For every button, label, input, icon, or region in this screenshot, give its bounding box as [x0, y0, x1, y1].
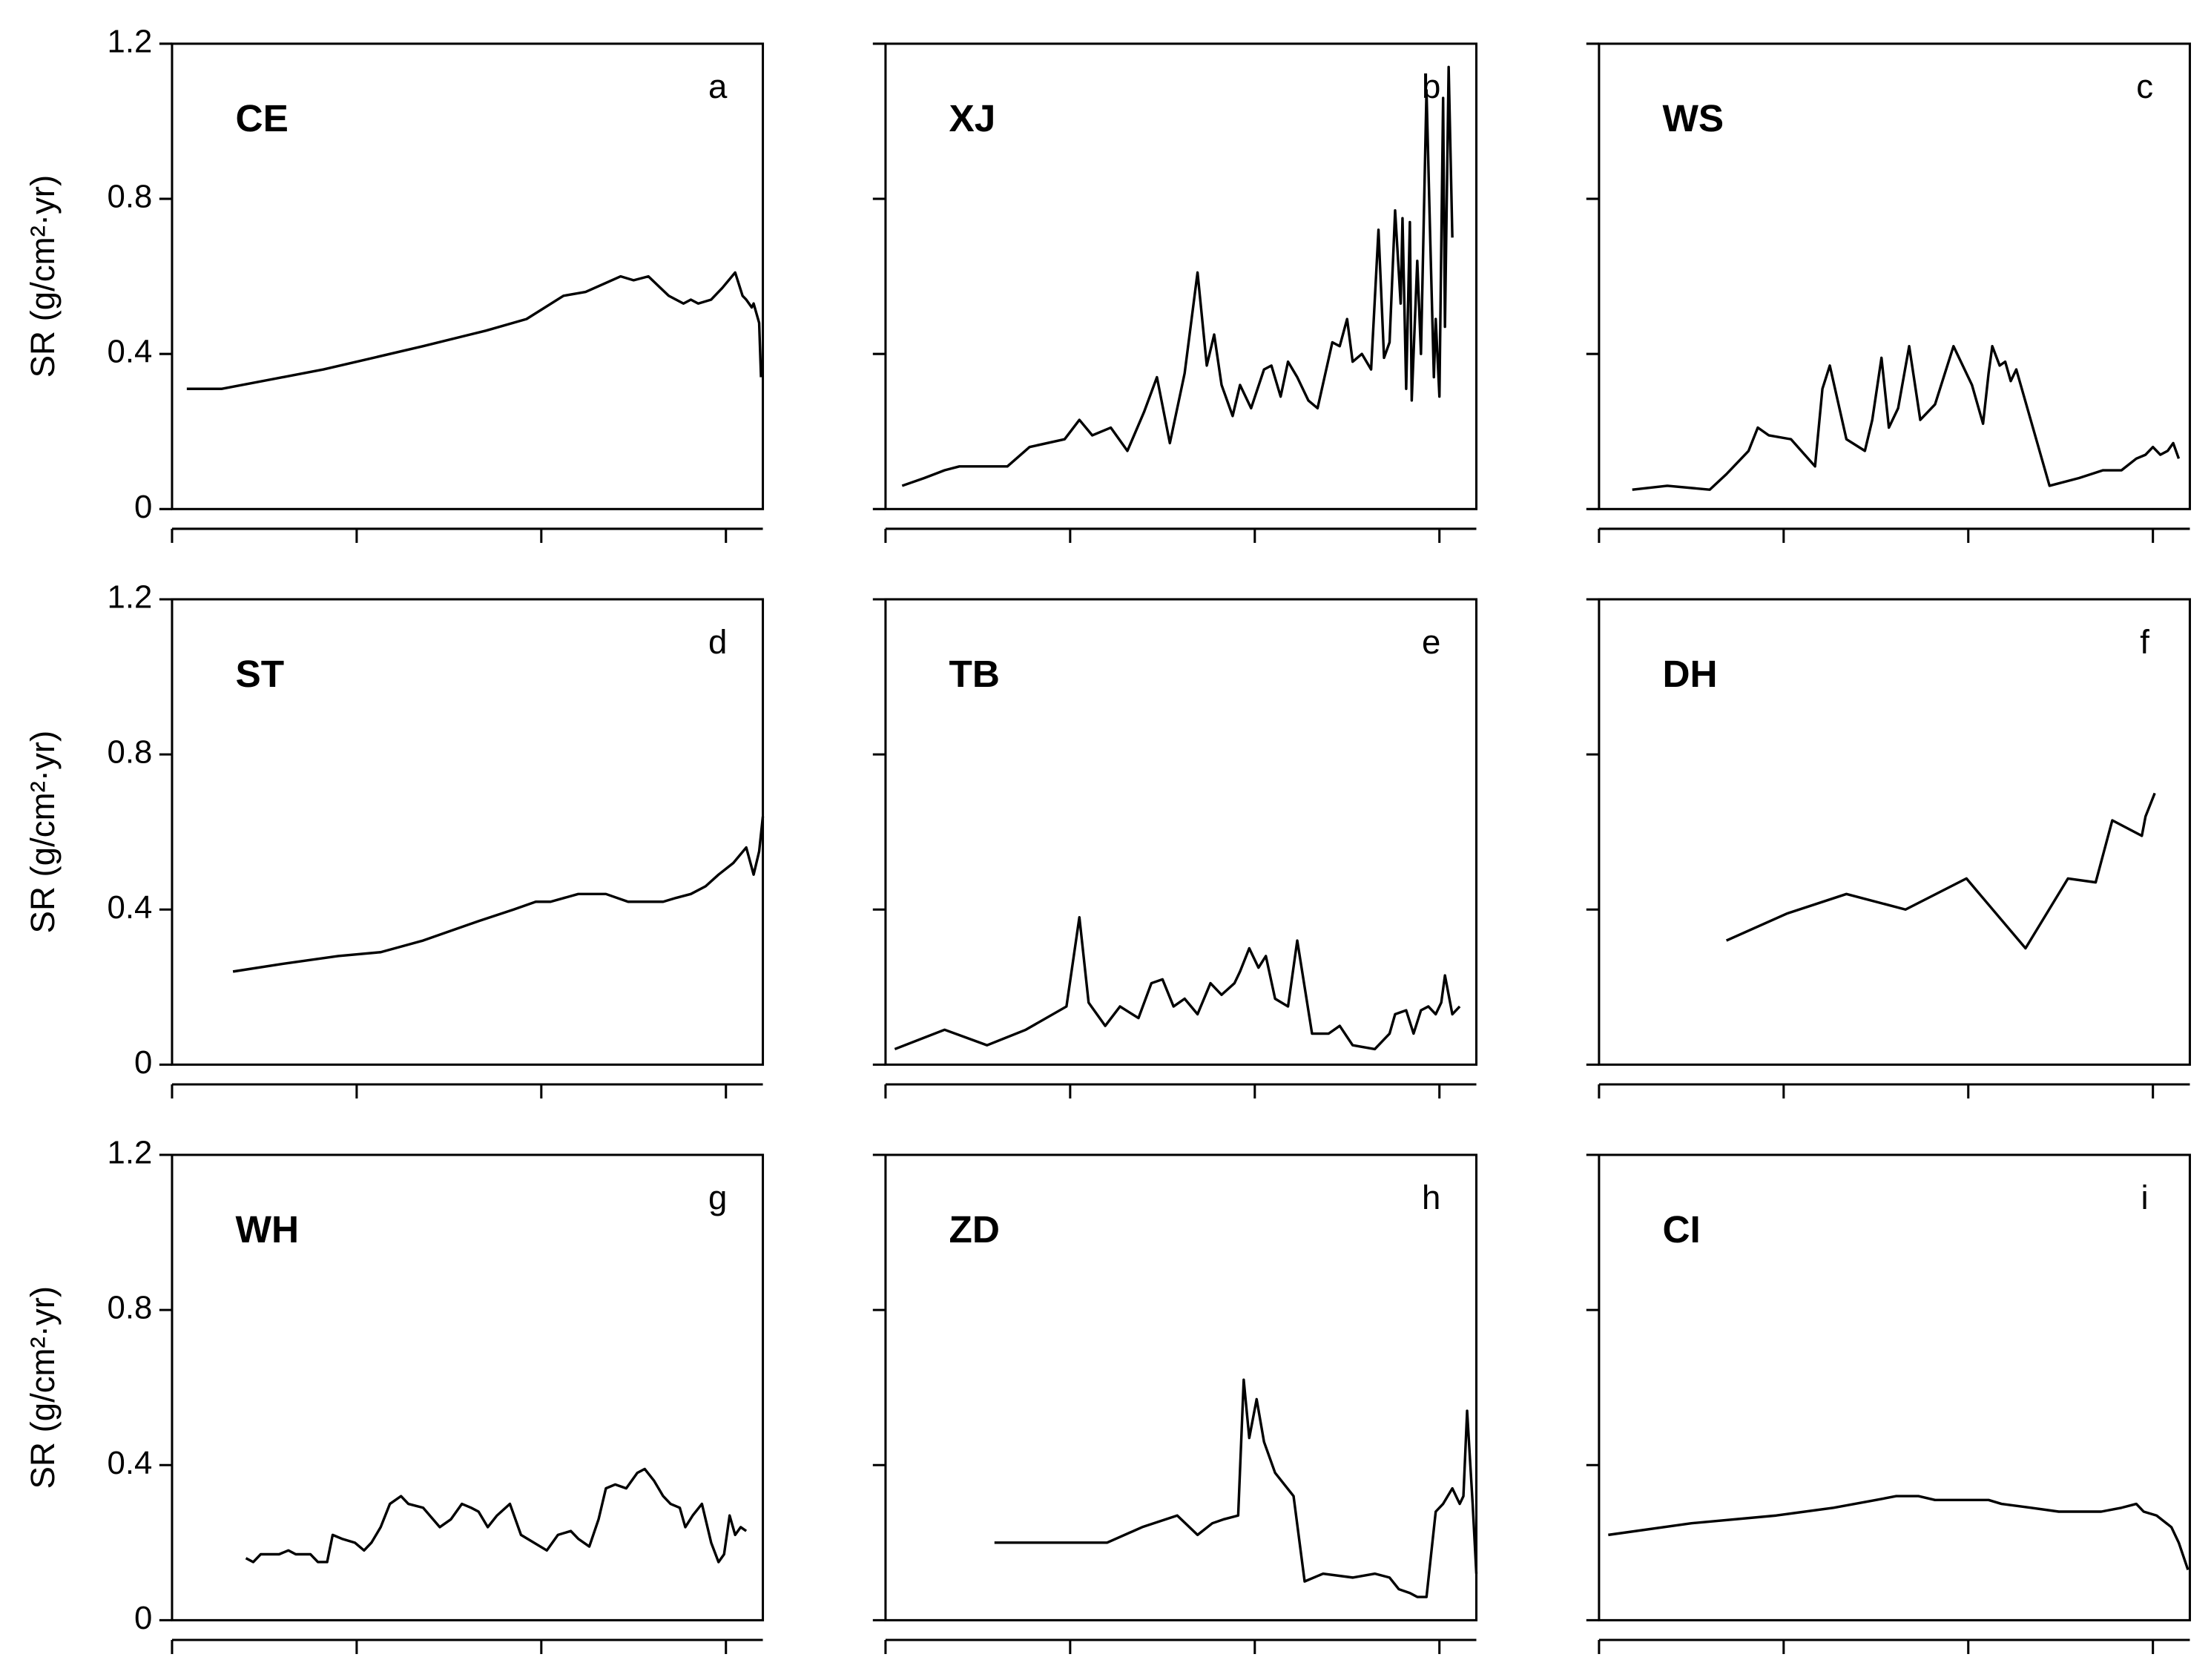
data-line [994, 1378, 1478, 1598]
y-axis-label: SR (g/cm²·yr) [24, 731, 62, 934]
panel: TB e [872, 598, 1478, 1098]
data-line [1725, 792, 2156, 950]
panel-letter: c [2136, 67, 2153, 105]
data-line [1632, 345, 2181, 491]
panel: WS c [1586, 42, 2191, 543]
y-tick-label: 0.4 [108, 334, 153, 370]
panel-letter: h [1422, 1179, 1440, 1216]
site-label: CI [1662, 1208, 1700, 1251]
site-label: TB [949, 653, 999, 695]
y-tick-label: 0.4 [108, 889, 153, 926]
y-tick-label: 0.8 [108, 1290, 153, 1326]
data-line [901, 65, 1454, 487]
panel-letter: e [1422, 623, 1440, 661]
panel: DH f [1586, 598, 2191, 1098]
y-tick-label: 0.8 [108, 179, 153, 215]
y-tick-label: 1.2 [108, 579, 153, 616]
panel: 0 0.4 0.8 1.2 SR (g/cm²·yr) ST d [24, 579, 765, 1098]
plot-frame [171, 1153, 765, 1621]
data-line [232, 816, 765, 973]
panel: XJ b [872, 42, 1478, 543]
y-axis-label: SR (g/cm²·yr) [24, 175, 62, 378]
panel: 0 0.4 0.8 1.2 SR (g/cm²·yr) WH g [24, 1135, 765, 1655]
panel-letter: g [708, 1179, 727, 1216]
panel-letter: a [708, 67, 728, 105]
site-label: ST [236, 653, 285, 695]
y-tick-label: 1.2 [108, 1135, 153, 1171]
site-label: ZD [949, 1208, 999, 1251]
plot-frame [1598, 1153, 2191, 1621]
plot-frame [884, 42, 1478, 510]
y-tick-label: 0.8 [108, 734, 153, 771]
panel: 0 0.4 0.8 1.2 SR (g/cm²·yr) CE a [24, 23, 765, 543]
data-line [245, 1467, 748, 1564]
plot-frame [171, 42, 765, 510]
y-tick-label: 0 [134, 1044, 152, 1081]
panel-letter: f [2140, 623, 2149, 661]
data-line [894, 915, 1461, 1051]
site-label: XJ [949, 97, 995, 139]
plot-frame [171, 598, 765, 1066]
panel-letter: d [708, 623, 727, 661]
data-line [1608, 1495, 2189, 1570]
site-label: DH [1662, 653, 1717, 695]
y-tick-label: 0 [134, 1600, 152, 1636]
y-axis-label: SR (g/cm²·yr) [24, 1286, 62, 1489]
site-label: WS [1662, 97, 1724, 139]
data-line [186, 271, 762, 390]
panel-letter: b [1422, 67, 1440, 105]
panel-letter: i [2141, 1179, 2149, 1216]
y-tick-label: 0 [134, 489, 152, 525]
site-label: WH [236, 1208, 300, 1251]
panel: CI i [1586, 1153, 2191, 1655]
plot-frame [884, 1153, 1478, 1621]
plot-frame [884, 598, 1478, 1066]
plot-frame [1598, 598, 2191, 1066]
y-tick-label: 1.2 [108, 23, 153, 59]
site-label: CE [236, 97, 289, 139]
panel: ZD h [872, 1153, 1478, 1655]
y-tick-label: 0.4 [108, 1445, 153, 1481]
plot-frame [1598, 42, 2191, 510]
